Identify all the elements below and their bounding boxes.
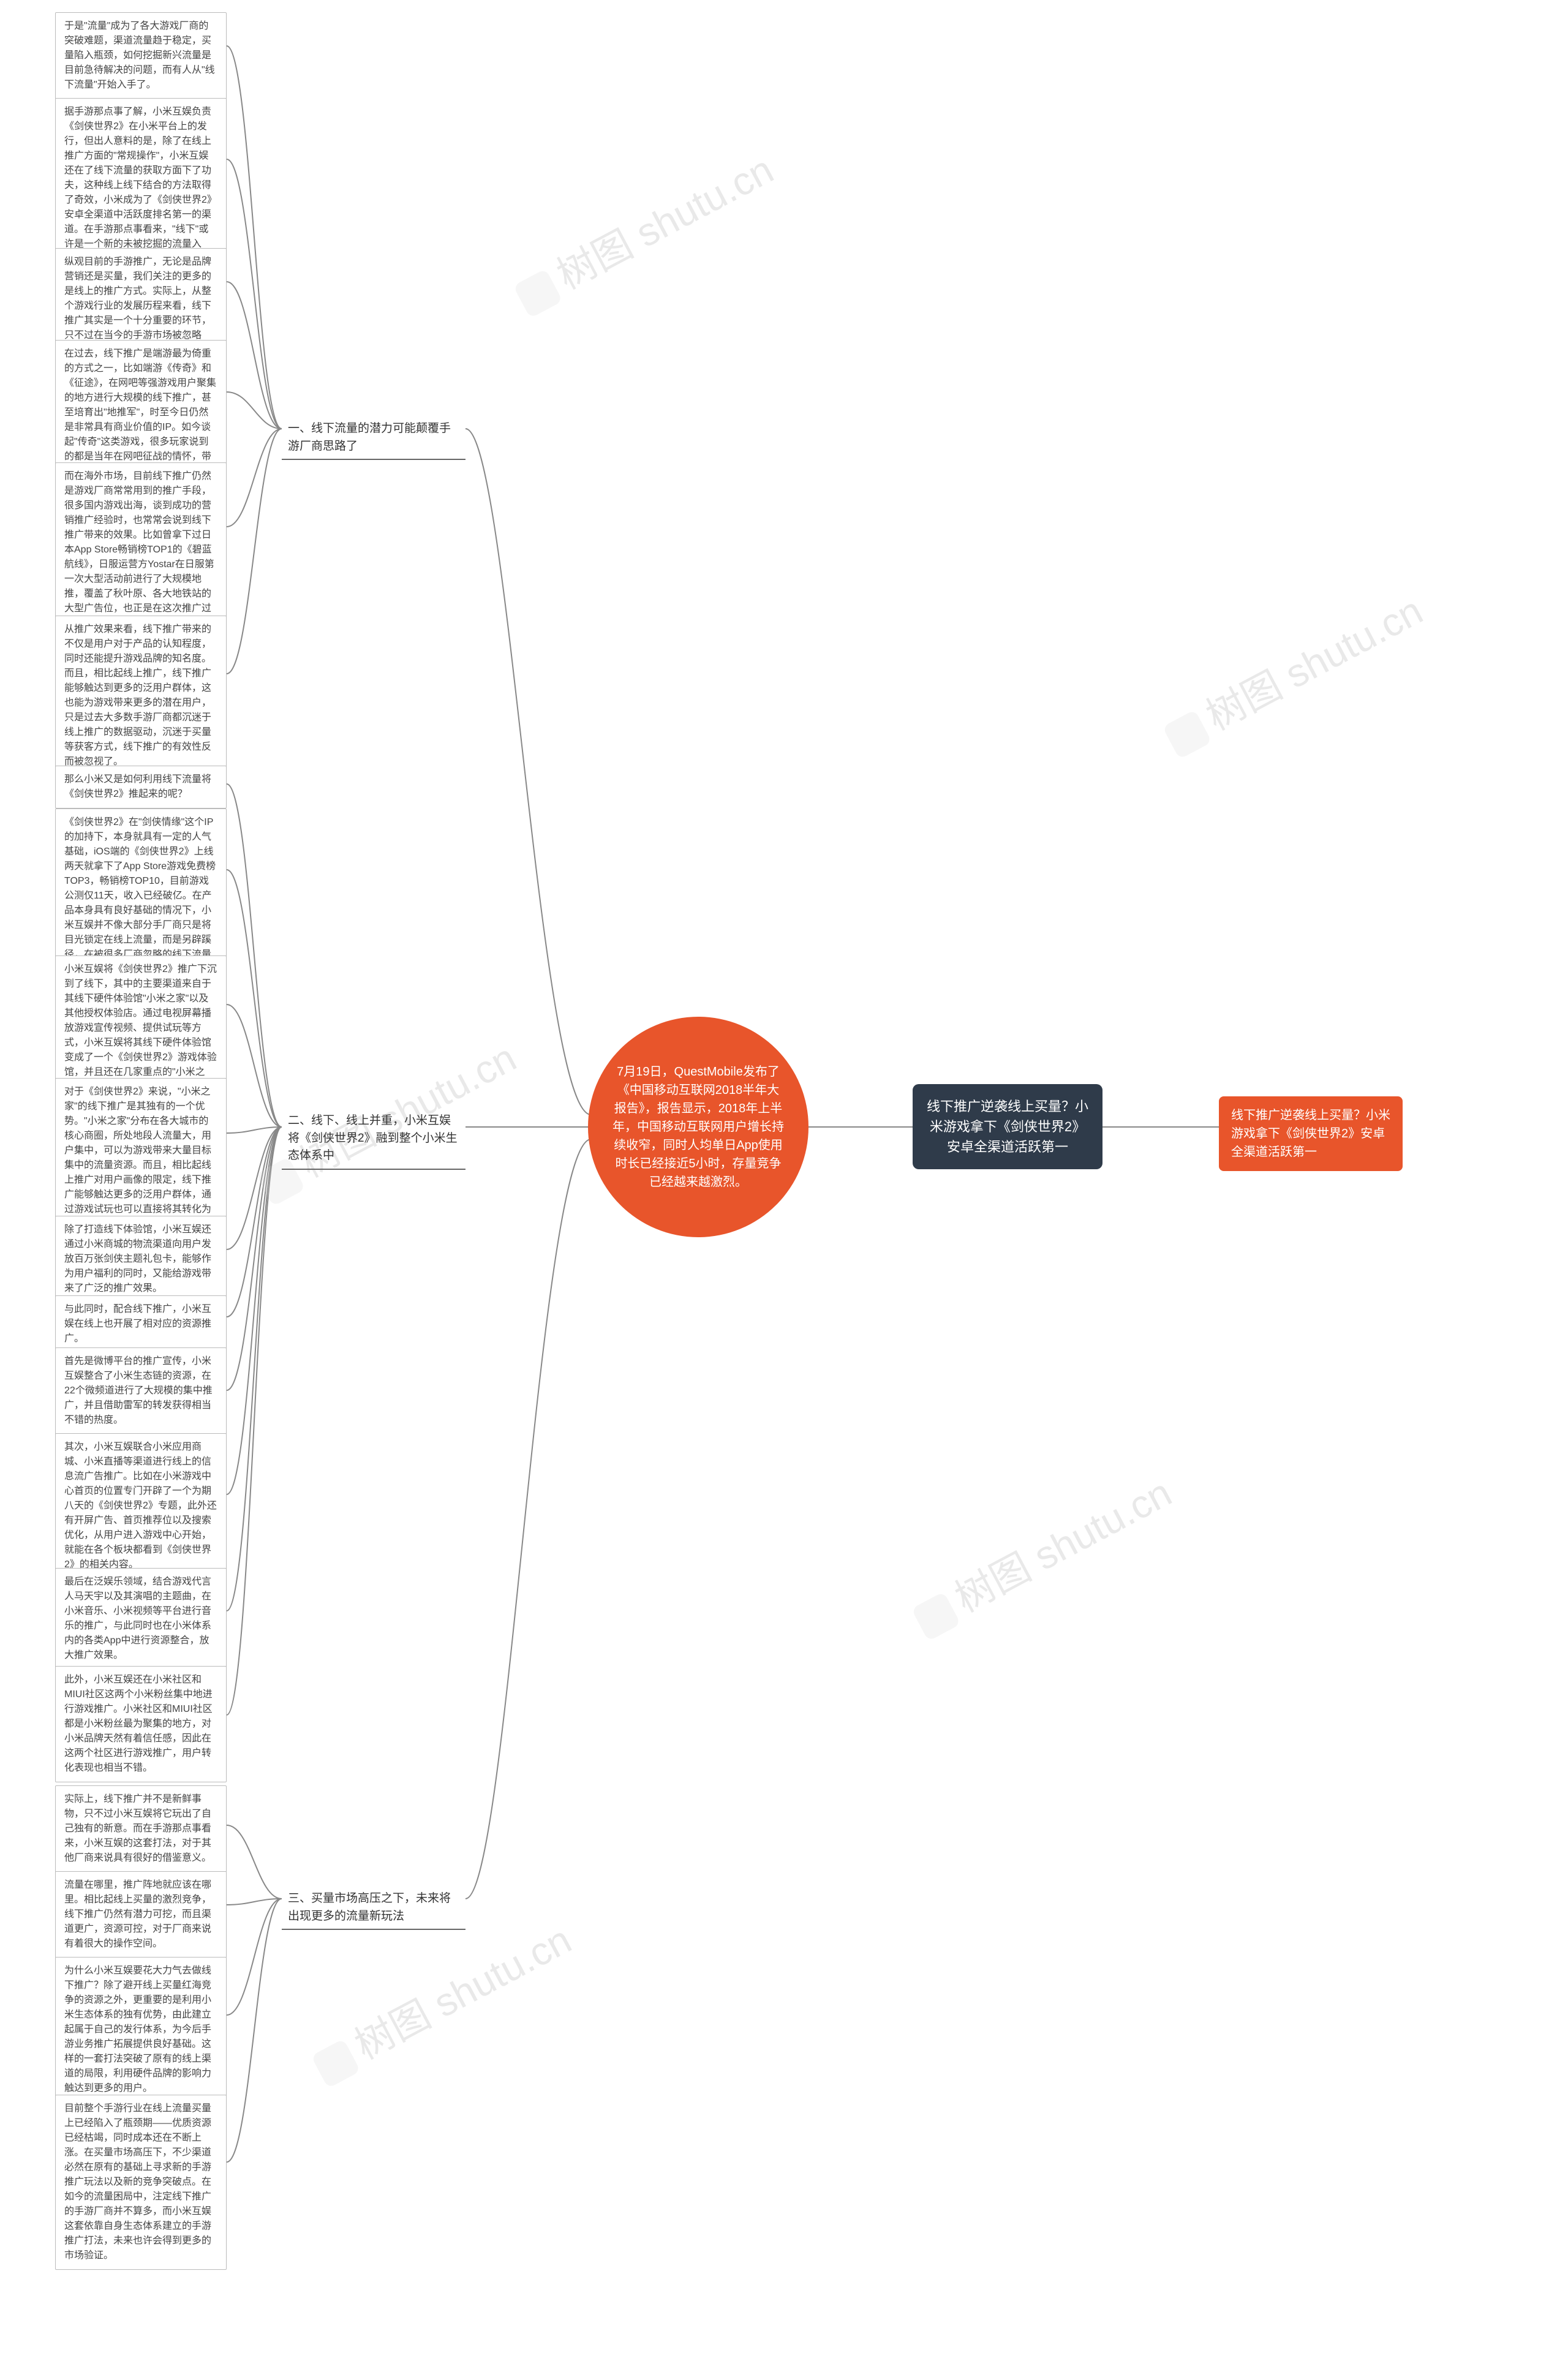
section-1[interactable]: 一、线下流量的潜力可能颠覆手游厂商思路了 <box>282 416 466 460</box>
intro-text: 7月19日，QuestMobile发布了《中国移动互联网2018半年大报告》，报… <box>612 1063 784 1191</box>
leaf-s3-3[interactable]: 目前整个手游行业在线上流量买量上已经陷入了瓶颈期——优质资源已经枯竭，同时成本还… <box>55 2095 227 2270</box>
leaf-s1-1[interactable]: 据手游那点事了解，小米互娱负责《剑侠世界2》在小米平台上的发行，但出人意料的是，… <box>55 98 227 273</box>
root-title: 线下推广逆袭线上买量？小米游戏拿下《剑侠世界2》安卓全渠道活跃第一 <box>927 1099 1088 1155</box>
leaf-s2-6[interactable]: 首先是微博平台的推广宣传，小米互娱整合了小米生态链的资源，在22个微频道进行了大… <box>55 1347 227 1434</box>
section-1-label: 一、线下流量的潜力可能颠覆手游厂商思路了 <box>288 422 451 453</box>
leaf-s3-2[interactable]: 为什么小米互娱要花大力气去做线下推广？除了避开线上买量红海竞争的资源之外，更重要… <box>55 1957 227 2103</box>
leaf-s2-8[interactable]: 最后在泛娱乐领域，结合游戏代言人马天宇以及其演唱的主题曲，在小米音乐、小米视频等… <box>55 1568 227 1670</box>
section-3-label: 三、买量市场高压之下，未来将出现更多的流量新玩法 <box>288 1892 451 1923</box>
leaf-s3-1[interactable]: 流量在哪里，推广阵地就应该在哪里。相比起线上买量的激烈竞争，线下推广仍然有潜力可… <box>55 1871 227 1958</box>
right-red-text: 线下推广逆袭线上买量？小米游戏拿下《剑侠世界2》安卓全渠道活跃第一 <box>1231 1109 1390 1159</box>
leaf-s2-5[interactable]: 与此同时，配合线下推广，小米互娱在线上也开展了相对应的资源推广。 <box>55 1295 227 1353</box>
watermark: 树图 shutu.cn <box>505 139 782 322</box>
leaf-s2-9[interactable]: 此外，小米互娱还在小米社区和MIUI社区这两个小米粉丝集中地进行游戏推广。小米社… <box>55 1666 227 1782</box>
leaf-s2-4[interactable]: 除了打造线下体验馆，小米互娱还通过小米商城的物流渠道向用户发放百万张剑侠主题礼包… <box>55 1216 227 1303</box>
watermark: 树图 shutu.cn <box>1155 580 1431 763</box>
leaf-s3-0[interactable]: 实际上，线下推广并不是新鲜事物，只不过小米互娱将它玩出了自己独有的新意。而在手游… <box>55 1785 227 1872</box>
section-2-label: 二、线下、线上并重，小米互娱将《剑侠世界2》融到整个小米生态体系中 <box>288 1114 458 1162</box>
leaf-s1-5[interactable]: 从推广效果来看，线下推广带来的不仅是用户对于产品的认知程度，同时还能提升游戏品牌… <box>55 616 227 776</box>
intro-node[interactable]: 7月19日，QuestMobile发布了《中国移动互联网2018半年大报告》，报… <box>588 1017 809 1237</box>
watermark: 树图 shutu.cn <box>303 1909 579 2092</box>
right-red-node[interactable]: 线下推广逆袭线上买量？小米游戏拿下《剑侠世界2》安卓全渠道活跃第一 <box>1219 1096 1403 1171</box>
section-3[interactable]: 三、买量市场高压之下，未来将出现更多的流量新玩法 <box>282 1886 466 1930</box>
section-2[interactable]: 二、线下、线上并重，小米互娱将《剑侠世界2》融到整个小米生态体系中 <box>282 1109 466 1170</box>
leaf-s2-3[interactable]: 对于《剑侠世界2》来说，"小米之家"的线下推广是其独有的一个优势。"小米之家"分… <box>55 1078 227 1238</box>
leaf-s2-7[interactable]: 其次，小米互娱联合小米应用商城、小米直播等渠道进行线上的信息流广告推广。比如在小… <box>55 1433 227 1579</box>
leaf-s2-0[interactable]: 那么小米又是如何利用线下流量将《剑侠世界2》推起来的呢？ <box>55 766 227 808</box>
leaf-s1-0[interactable]: 于是"流量"成为了各大游戏厂商的突破难题，渠道流量趋于稳定，买量陷入瓶颈，如何挖… <box>55 12 227 99</box>
root-node[interactable]: 线下推广逆袭线上买量？小米游戏拿下《剑侠世界2》安卓全渠道活跃第一 <box>913 1084 1102 1169</box>
watermark: 树图 shutu.cn <box>903 1462 1180 1645</box>
